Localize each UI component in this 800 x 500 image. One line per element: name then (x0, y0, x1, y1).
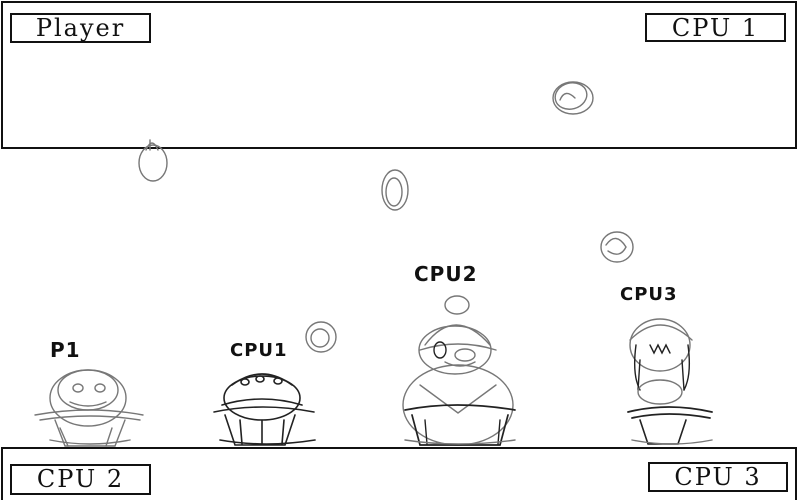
ring-item (600, 231, 634, 263)
cpu3-tag: CPU3 (620, 284, 678, 305)
cpu2-name-box: CPU 2 (10, 464, 151, 495)
cpu2-character-sketch (402, 295, 516, 446)
cpu3-character-sketch (627, 318, 713, 445)
ring-item (305, 321, 337, 353)
cpu2-tag: CPU2 (414, 262, 478, 286)
cpu1-name-box: CPU 1 (645, 13, 786, 42)
cpu1-character-sketch (213, 373, 316, 446)
cpu1-tag: CPU1 (230, 340, 288, 361)
p1-character-sketch (34, 369, 144, 447)
p1-tag: P1 (50, 338, 81, 362)
player-name-box: Player (10, 13, 151, 43)
cpu3-name-box: CPU 3 (648, 462, 788, 492)
ring-item (381, 169, 409, 211)
